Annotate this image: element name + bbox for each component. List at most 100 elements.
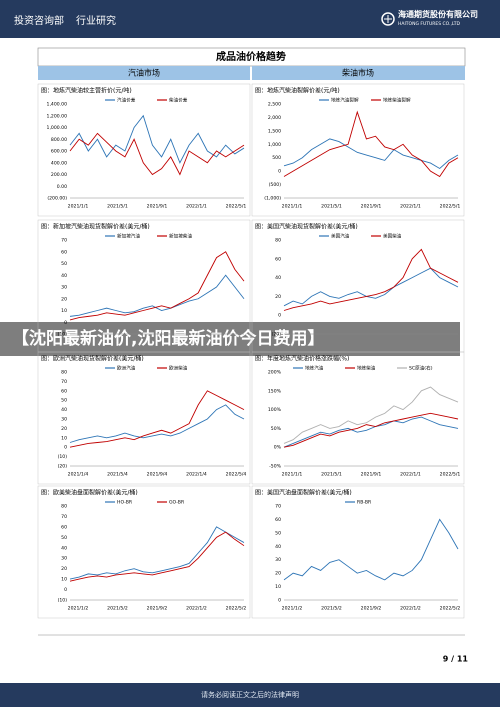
page-number: 9 / 11 <box>443 655 469 664</box>
y-tick-label: 30 <box>61 285 67 291</box>
y-tick-label: 0.00 <box>57 184 67 190</box>
panel <box>37 351 251 485</box>
y-tick-label: 0 <box>278 313 281 319</box>
y-tick-label: (20) <box>58 464 68 470</box>
logo-cn: 海通期货股份有限公司 <box>398 10 478 19</box>
series-line <box>283 518 459 581</box>
y-tick-label: (200.00) <box>47 196 67 202</box>
x-tick-label: 2022/1/1 <box>400 204 421 210</box>
legend-label: 地炼柴油 <box>357 365 376 372</box>
legend-label: HO-BR <box>117 500 133 506</box>
x-tick-label: 2022/5/2 <box>226 606 247 612</box>
series-line <box>69 531 245 582</box>
legend-label: 美国汽油 <box>331 233 350 240</box>
y-tick-label: (1,000) <box>264 196 281 202</box>
y-tick-label: 0% <box>274 445 282 451</box>
y-tick-label: 800.00 <box>51 137 67 143</box>
y-tick-label: 0 <box>278 169 281 175</box>
panel <box>37 219 251 353</box>
chart-title: 图：年度地炼汽柴油价格涨跌幅(%) <box>255 355 349 363</box>
y-tick-label: 60 <box>275 517 281 523</box>
panel <box>251 485 465 619</box>
x-tick-label: 2021/1/2 <box>282 606 303 612</box>
y-tick-label: 20 <box>61 426 67 432</box>
y-tick-label: 0 <box>278 598 281 604</box>
legend-label: RB-BR <box>357 500 372 506</box>
y-tick-label: 40 <box>61 407 67 413</box>
chart-title: 图：欧洲汽柴油现货裂解价差(美元/桶) <box>41 355 144 363</box>
x-tick-label: 2021/9/2 <box>361 606 382 612</box>
section-label: 柴油市场 <box>342 68 374 78</box>
y-tick-label: 500 <box>272 155 281 161</box>
x-tick-label: 2022/5/1 <box>226 204 247 210</box>
series-line <box>283 412 459 448</box>
section-bar <box>252 66 465 80</box>
header: 投资咨询部 行业研究 海通期货股份有限公司 HAITONG FUTURES CO… <box>0 0 500 38</box>
x-tick-label: 2021/9/1 <box>361 204 382 210</box>
y-tick-label: 10 <box>61 435 67 441</box>
x-tick-label: 2021/5/1 <box>107 204 128 210</box>
series-line <box>69 404 245 443</box>
y-tick-label: 10 <box>61 577 67 583</box>
y-tick-label: 40 <box>61 545 67 551</box>
y-tick-label: 70 <box>61 379 67 385</box>
y-tick-label: 50 <box>275 530 281 536</box>
footer: 请务必阅读正文之后的法律声明 <box>0 683 500 707</box>
y-tick-label: 60 <box>61 388 67 394</box>
y-tick-label: 50% <box>271 426 282 432</box>
legend-label: 新加坡柴油 <box>169 233 192 240</box>
x-tick-label: 2021/9/1 <box>361 472 382 478</box>
panel <box>37 83 251 217</box>
y-tick-label: 80 <box>275 238 281 244</box>
series-line <box>69 274 245 317</box>
y-tick-label: 1,200.00 <box>47 113 68 119</box>
legend-label: 地炼柴油裂解 <box>383 97 411 104</box>
legend-label: SC原油(右) <box>409 365 433 372</box>
x-tick-label: 2022/1/2 <box>400 606 421 612</box>
legend-label: 地炼汽油裂解 <box>331 97 359 104</box>
y-tick-label: 1,000.00 <box>47 125 68 131</box>
y-tick-label: 150% <box>268 388 282 394</box>
y-tick-label: (20) <box>272 332 282 338</box>
series-line <box>283 386 459 444</box>
legend-label: 柴油价差 <box>169 97 188 104</box>
y-tick-label: (10) <box>58 598 68 604</box>
y-tick-label: 2,500 <box>268 102 281 108</box>
y-tick-label: 1,000 <box>268 142 281 148</box>
y-tick-label: 1,400.00 <box>47 102 68 108</box>
y-tick-label: 60 <box>61 524 67 530</box>
x-tick-label: 2021/5/1 <box>321 472 342 478</box>
x-tick-label: 2021/9/2 <box>147 606 168 612</box>
page-title: 成品油价格趋势 <box>216 50 286 63</box>
y-tick-label: 70 <box>275 504 281 510</box>
panel <box>251 219 465 353</box>
x-tick-label: 2021/1/1 <box>282 204 303 210</box>
y-tick-label: 1,500 <box>268 128 281 134</box>
chart-title: 图：美国汽柴油现货裂解价差(美元/桶) <box>255 223 358 231</box>
y-tick-label: 40 <box>275 275 281 281</box>
series-line <box>283 248 459 311</box>
chart-title: 图：地炼汽柴油裂解价差(元/吨) <box>255 87 340 95</box>
logo-en: HAITONG FUTURES CO.,LTD <box>398 22 461 27</box>
x-tick-label: 2021/5/4 <box>107 472 128 478</box>
x-tick-label: 2022/5/2 <box>440 606 461 612</box>
y-tick-label: 80 <box>61 370 67 376</box>
series-line <box>69 132 245 176</box>
series-line <box>69 390 245 448</box>
x-tick-label: 2021/5/2 <box>107 606 128 612</box>
chart-title: 图：地炼汽柴油较主营折价(元/吨) <box>41 87 132 95</box>
y-tick-label: 0 <box>64 587 67 593</box>
legend-label: 欧洲柴油 <box>169 365 188 372</box>
y-tick-label: 50 <box>61 261 67 267</box>
y-tick-label: 0 <box>64 445 67 451</box>
y-tick-label: 50 <box>61 535 67 541</box>
title-box <box>37 47 466 67</box>
series-line <box>283 267 459 307</box>
y-tick-label: 200.00 <box>51 172 67 178</box>
x-tick-label: 2021/1/1 <box>282 472 303 478</box>
y-tick-label: 60 <box>61 249 67 255</box>
legend-label: 美国柴油 <box>383 233 402 240</box>
section-label: 汽油市场 <box>128 68 160 78</box>
